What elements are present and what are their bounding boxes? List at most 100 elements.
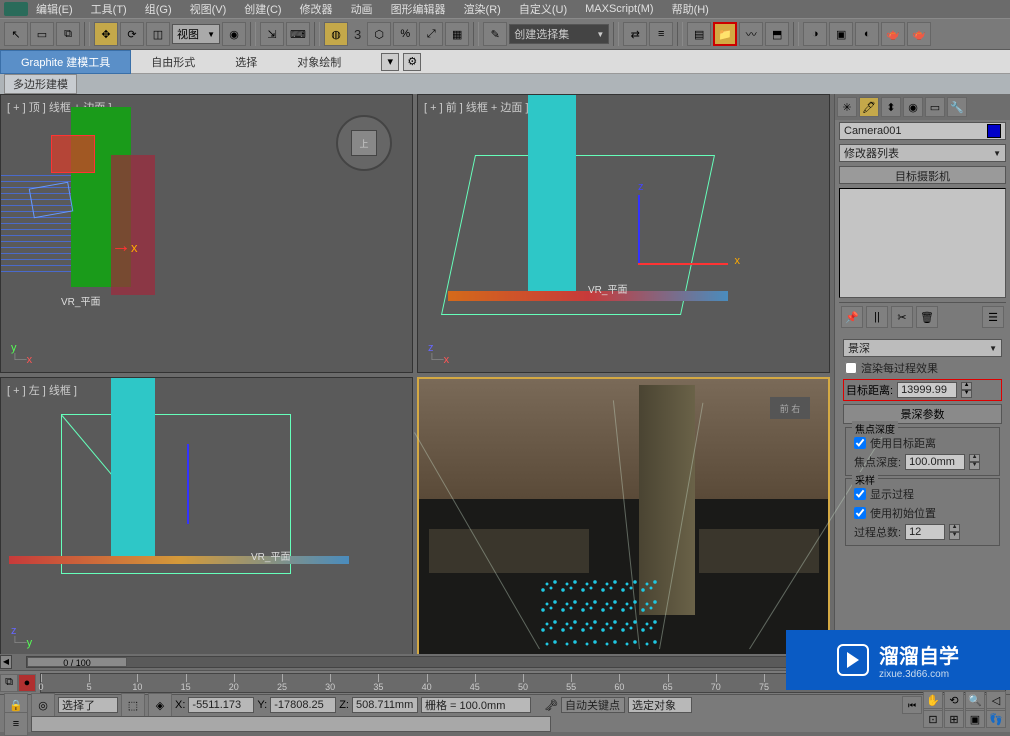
viewport-perspective[interactable]: [ + ] 透视 ] 平滑 + 高光 ] 前 右: [417, 377, 830, 656]
select-object-icon[interactable]: ↖: [4, 22, 28, 46]
autokey-button[interactable]: 自动关键点: [561, 697, 625, 713]
ribbon-min-icon[interactable]: ▾: [381, 53, 399, 71]
ribbon-opts-icon[interactable]: ⚙: [403, 53, 421, 71]
total-passes-field[interactable]: 12: [905, 524, 945, 540]
object-name-field[interactable]: Camera001: [839, 122, 1006, 140]
show-end-icon[interactable]: ||: [866, 306, 888, 328]
transform-type-icon[interactable]: ⬚: [121, 693, 145, 717]
time-scroll-left[interactable]: ◀: [0, 655, 12, 669]
angle-snap-icon[interactable]: ⬡: [367, 22, 391, 46]
hierarchy-tab-icon[interactable]: ⬍: [881, 97, 901, 117]
mirror-icon[interactable]: ⇄: [623, 22, 647, 46]
menu-edit[interactable]: 编辑(E): [36, 1, 73, 17]
percent-snap-icon[interactable]: %: [393, 22, 417, 46]
ribbon-tab-selection[interactable]: 选择: [215, 51, 277, 73]
subribbon-polymodel[interactable]: 多边形建模: [4, 74, 77, 94]
menu-views[interactable]: 视图(V): [190, 1, 227, 17]
menu-modifiers[interactable]: 修改器: [300, 1, 333, 17]
menu-grapheditors[interactable]: 图形编辑器: [391, 1, 446, 17]
viewport-top[interactable]: [ + ] 顶 ] 线框 + 边面 ] 上 x VR_平面 y└─x: [0, 94, 413, 373]
prompt-field[interactable]: [31, 716, 551, 732]
time-config-icon[interactable]: ⧉: [0, 674, 18, 692]
named-sel-icon[interactable]: ✎: [483, 22, 507, 46]
render-icon[interactable]: 🫖: [881, 22, 905, 46]
spinner-snap-icon[interactable]: ⤢: [419, 22, 443, 46]
modifier-stack[interactable]: [839, 188, 1006, 298]
motion-tab-icon[interactable]: ◉: [903, 97, 923, 117]
menu-help[interactable]: 帮助(H): [672, 1, 709, 17]
curve-editor-icon[interactable]: 〰: [739, 22, 763, 46]
move-icon[interactable]: ✥: [94, 22, 118, 46]
show-process-checkbox[interactable]: [854, 488, 866, 500]
zoom-all-icon[interactable]: ⊞: [944, 710, 964, 728]
z-field[interactable]: 508.711mm: [352, 697, 418, 713]
viewport-left[interactable]: [ + ] 左 ] 线框 ] VR_平面 z└─y: [0, 377, 413, 656]
focal-depth-field[interactable]: 100.0mm: [905, 454, 965, 470]
select-region-icon[interactable]: ▭: [30, 22, 54, 46]
viewport-front[interactable]: [ + ] 前 ] 线框 + 边面 ] VR_平面 z└─x: [417, 94, 830, 373]
edged-faces-icon[interactable]: ▦: [445, 22, 469, 46]
zoom-icon[interactable]: 🔍: [965, 691, 985, 709]
pivot-icon[interactable]: ◉: [222, 22, 246, 46]
target-dist-field[interactable]: 13999.99: [897, 382, 957, 398]
focal-depth-spinner[interactable]: ▲▼: [969, 454, 980, 470]
keyboard-shortcut-icon[interactable]: ⌨: [286, 22, 310, 46]
ribbon-tab-paint[interactable]: 对象绘制: [277, 51, 361, 73]
zoom-extents-icon[interactable]: ⊡: [923, 710, 943, 728]
menu-customize[interactable]: 自定义(U): [519, 1, 567, 17]
isolate-icon[interactable]: ◎: [31, 693, 55, 717]
render-prod-icon[interactable]: 🫖: [907, 22, 931, 46]
y-field[interactable]: -17808.25: [270, 697, 336, 713]
fov-icon[interactable]: ◁: [986, 691, 1006, 709]
object-color-swatch[interactable]: [987, 124, 1001, 138]
select-window-icon[interactable]: ⧉: [56, 22, 80, 46]
make-unique-icon[interactable]: ✂: [891, 306, 913, 328]
use-target-dist-checkbox[interactable]: [854, 437, 866, 449]
scale-icon[interactable]: ◫: [146, 22, 170, 46]
menu-group[interactable]: 组(G): [145, 1, 172, 17]
render-setup-icon[interactable]: ▣: [829, 22, 853, 46]
menu-create[interactable]: 创建(C): [244, 1, 281, 17]
pan-view-icon[interactable]: ✋: [923, 691, 943, 709]
display-tab-icon[interactable]: ▭: [925, 97, 945, 117]
ribbon-tab-graphite[interactable]: Graphite 建模工具: [0, 50, 131, 74]
goto-start-icon[interactable]: ⏮: [902, 696, 922, 714]
modifier-list-dropdown[interactable]: 修改器列表▼: [839, 144, 1006, 162]
max-viewport-icon[interactable]: ▣: [965, 710, 985, 728]
material-editor-icon[interactable]: ◑: [803, 22, 827, 46]
persp-nav-icon[interactable]: 前 右: [770, 397, 810, 419]
ribbon-tab-freeform[interactable]: 自由形式: [131, 51, 215, 73]
utilities-tab-icon[interactable]: 🔧: [947, 97, 967, 117]
reference-coord-dropdown[interactable]: 视图▼: [172, 24, 220, 44]
menu-animation[interactable]: 动画: [351, 1, 373, 17]
pin-stack-icon[interactable]: 📌: [841, 306, 863, 328]
open-file-icon[interactable]: 📁: [713, 22, 737, 46]
menu-maxscript[interactable]: MAXScript(M): [585, 3, 653, 15]
configure-icon[interactable]: ☰: [982, 306, 1004, 328]
select-manip-icon[interactable]: ⇲: [260, 22, 284, 46]
remove-mod-icon[interactable]: 🗑: [916, 306, 938, 328]
snap-toggle-icon[interactable]: ◍: [324, 22, 348, 46]
menu-rendering[interactable]: 渲染(R): [464, 1, 501, 17]
use-init-pos-checkbox[interactable]: [854, 507, 866, 519]
modify-tab-icon[interactable]: 🖊: [859, 97, 879, 117]
rotate-icon[interactable]: ⟳: [120, 22, 144, 46]
script-listener-icon[interactable]: ≡: [4, 712, 28, 736]
align-icon[interactable]: ≡: [649, 22, 673, 46]
key-mode-icon[interactable]: ●: [18, 674, 36, 692]
schematic-icon[interactable]: ⬒: [765, 22, 789, 46]
layers-icon[interactable]: ▤: [687, 22, 711, 46]
viewcube-icon[interactable]: 上: [336, 115, 392, 171]
walk-through-icon[interactable]: 👣: [986, 710, 1006, 728]
arc-rotate-icon[interactable]: ⟲: [944, 691, 964, 709]
abs-rel-icon[interactable]: ◈: [148, 693, 172, 717]
render-frame-icon[interactable]: ◐: [855, 22, 879, 46]
create-tab-icon[interactable]: ✳: [837, 97, 857, 117]
dof-dropdown[interactable]: 景深▼: [843, 339, 1002, 357]
target-dist-spinner[interactable]: ▲▼: [961, 382, 972, 398]
time-scroll-track[interactable]: 0 / 100: [26, 656, 808, 668]
render-each-pass-checkbox[interactable]: [845, 362, 857, 374]
x-field[interactable]: -5511.173: [188, 697, 254, 713]
selection-set-dropdown[interactable]: 创建选择集▼: [509, 24, 609, 44]
menu-tools[interactable]: 工具(T): [91, 1, 127, 17]
